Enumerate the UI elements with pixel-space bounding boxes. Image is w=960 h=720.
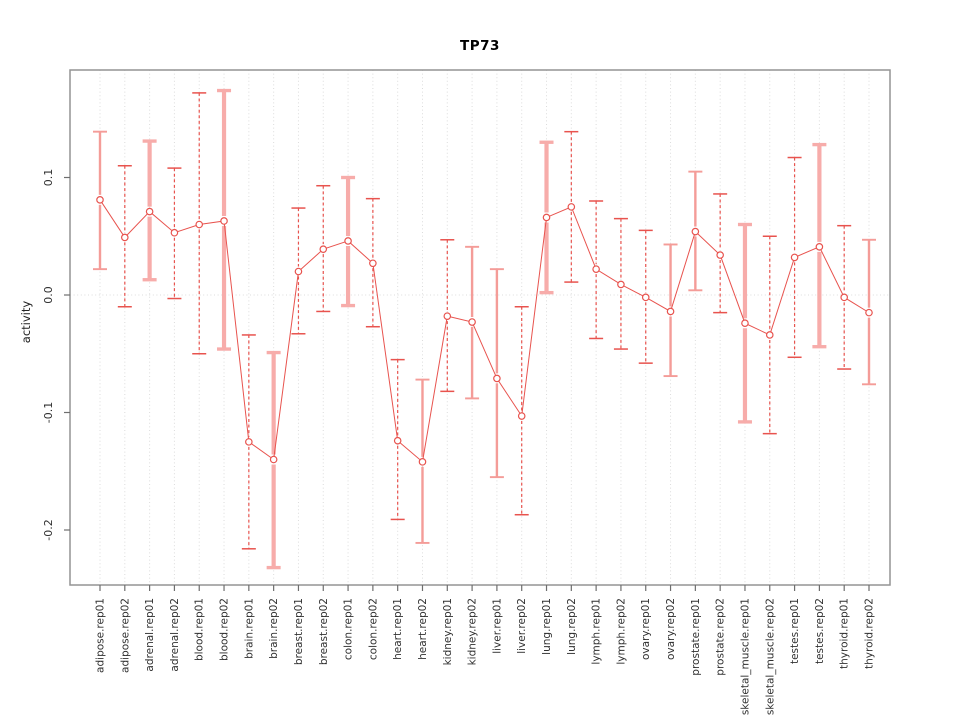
data-point [121, 233, 129, 242]
x-tick-label: breast.rep02 [318, 598, 330, 665]
data-point [145, 207, 154, 216]
x-tick-label: testes.rep02 [814, 598, 826, 664]
x-tick-label: brain.rep01 [243, 598, 255, 659]
y-tick-label: -0.1 [42, 402, 55, 423]
x-tick-label: kidney.rep02 [467, 598, 479, 665]
x-tick-label: colon.rep01 [343, 598, 355, 660]
data-point [493, 374, 501, 383]
x-tick-label: testes.rep01 [789, 598, 801, 664]
data-point [319, 245, 328, 253]
data-point [741, 319, 749, 328]
x-tick-label: blood.rep01 [194, 598, 206, 661]
x-tick-label: lymph.rep02 [615, 598, 627, 665]
data-point [641, 293, 650, 302]
data-point [294, 267, 303, 276]
data-point [418, 458, 427, 466]
x-tick-label: blood.rep02 [219, 598, 231, 661]
data-point [517, 412, 526, 420]
chart-title: TP73 [460, 38, 500, 54]
x-tick-label: heart.rep01 [392, 598, 404, 660]
data-point [865, 308, 873, 317]
data-point [691, 227, 700, 236]
x-tick-label: heart.rep02 [417, 598, 429, 660]
x-tick-label: adrenal.rep02 [169, 598, 181, 672]
x-tick-label: skeletal_muscle.rep02 [764, 598, 776, 715]
x-tick-label: lung.rep02 [566, 598, 578, 655]
data-point [269, 455, 278, 464]
x-tick-label: adrenal.rep01 [144, 598, 156, 672]
x-tick-label: brain.rep02 [268, 598, 280, 659]
y-axis-label: activity [19, 300, 33, 344]
x-tick-label: ovary.rep02 [665, 598, 677, 660]
data-point [716, 251, 724, 259]
x-tick-label: liver.rep01 [491, 598, 503, 654]
data-point [170, 228, 179, 237]
x-tick-label: adipose.rep01 [95, 598, 107, 673]
x-tick-label: thyroid.rep02 [864, 598, 876, 669]
data-point [393, 436, 402, 445]
x-tick-label: ovary.rep01 [640, 598, 652, 660]
data-point [765, 331, 774, 339]
x-tick-label: prostate.rep01 [690, 598, 702, 676]
series-line [99, 199, 870, 463]
data-point [195, 220, 204, 229]
data-point [443, 312, 452, 320]
y-tick-label: 0.0 [42, 286, 55, 304]
data-point [666, 307, 675, 316]
data-point [245, 438, 253, 446]
x-tick-label: lung.rep01 [541, 598, 553, 655]
plot-border [69, 69, 891, 586]
x-tick-label: liver.rep02 [516, 598, 528, 654]
data-point [815, 243, 824, 251]
x-tick-label: breast.rep01 [293, 598, 305, 665]
x-tick-label: prostate.rep02 [715, 598, 727, 676]
data-point [840, 293, 848, 302]
y-tick-label: -0.2 [42, 519, 55, 540]
x-tick-label: lymph.rep01 [591, 598, 603, 665]
data-point [344, 237, 352, 245]
data-point [790, 253, 799, 262]
x-tick-label: adipose.rep02 [119, 598, 131, 673]
x-tick-label: skeletal_muscle.rep01 [739, 598, 751, 715]
data-point [220, 217, 228, 225]
data-point [592, 265, 600, 273]
data-point [369, 259, 377, 268]
x-tick-label: thyroid.rep01 [839, 598, 851, 669]
x-tick-label: kidney.rep01 [442, 598, 454, 665]
data-point [96, 196, 104, 204]
x-tick-label: colon.rep02 [367, 598, 379, 660]
data-point [617, 280, 625, 289]
data-point [567, 203, 576, 211]
y-tick-label: 0.1 [42, 169, 55, 187]
data-point [468, 318, 476, 326]
data-point [542, 213, 551, 222]
